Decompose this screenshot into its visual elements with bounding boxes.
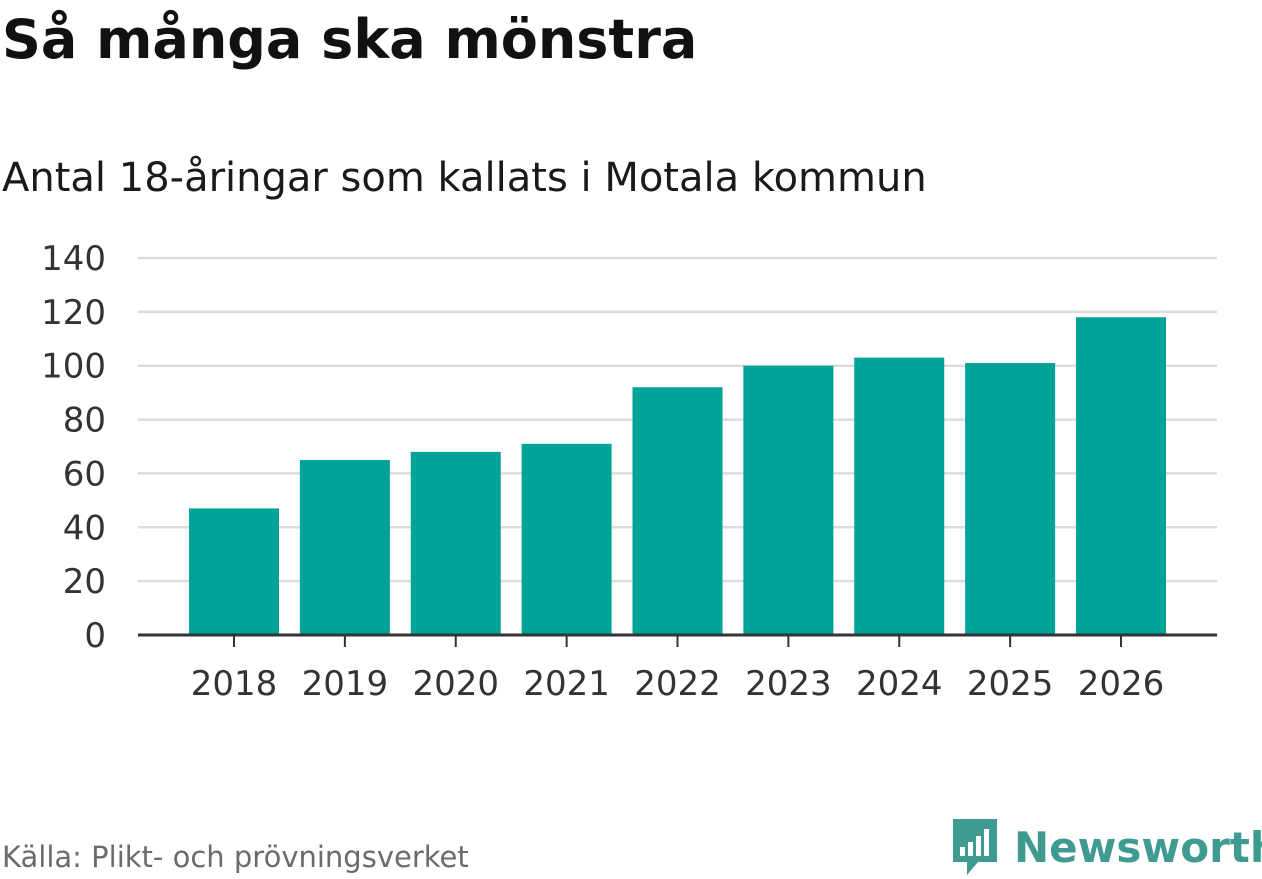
source-note: Källa: Plikt- och prövningsverket [2, 840, 469, 874]
y-tick-label: 0 [84, 616, 106, 656]
chart-subtitle: Antal 18-åringar som kallats i Motala ko… [2, 155, 927, 201]
x-tick-label: 2026 [1078, 664, 1165, 704]
bar-2024 [854, 357, 945, 635]
y-tick-label: 100 [41, 347, 106, 387]
y-tick-label: 140 [41, 239, 106, 279]
brand-name: Newsworthy [1014, 822, 1262, 872]
x-tick-label: 2025 [967, 664, 1054, 704]
y-tick-label: 80 [63, 401, 106, 441]
bar-2026 [1076, 317, 1166, 635]
y-tick-label: 120 [41, 293, 106, 333]
x-tick-label: 2022 [634, 664, 721, 704]
chart-title: Så många ska mönstra [2, 8, 698, 71]
x-tick-label: 2020 [412, 664, 499, 704]
brand-logo: Newsworthy [950, 816, 1262, 878]
bar-2019 [299, 459, 390, 635]
bars [189, 317, 1166, 635]
y-tick-label: 20 [63, 562, 106, 602]
bar-2023 [743, 365, 834, 635]
bar-2022 [632, 387, 723, 635]
bar-2021 [521, 443, 612, 635]
bar-2025 [965, 363, 1056, 635]
y-tick-label: 40 [63, 508, 106, 548]
bar-2020 [410, 451, 501, 635]
x-tick-label: 2024 [856, 664, 943, 704]
x-tick-label: 2018 [191, 664, 278, 704]
bar-chart: 0 20 40 60 80 100 120 140 2018 2019 2020 2021 2022 20… [41, 239, 1217, 704]
newsworthy-logo-icon [953, 819, 997, 875]
x-tick-label: 2019 [302, 664, 389, 704]
y-tick-label: 60 [63, 454, 106, 494]
bar-2018 [189, 508, 279, 635]
x-tick-label: 2021 [523, 664, 610, 704]
x-tick-label: 2023 [745, 664, 832, 704]
axes: 0 20 40 60 80 100 120 140 2018 2019 2020 2021 2022 20… [41, 239, 1217, 704]
